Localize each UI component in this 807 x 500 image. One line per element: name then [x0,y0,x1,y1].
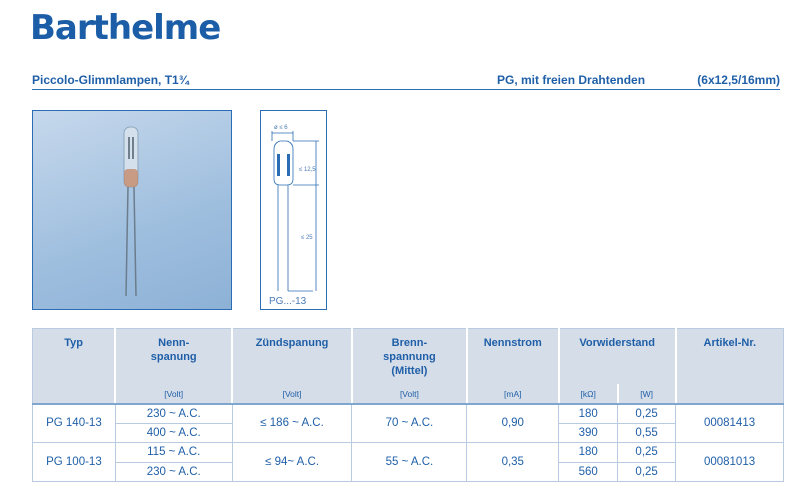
dimension-drawing: ø ≤ 6 ≤ 12,5 ≤ 25 PG...-13 [260,110,327,310]
cell-typ: PG 140-13 [32,403,116,443]
cell-brennspannung: 70 ~ A.C. [351,403,468,443]
product-family-title: Piccolo-Glimmlampen, T1¾ [32,73,189,87]
glow-lamp-image [123,126,139,297]
unit-volt: [Volt] [231,383,352,405]
header-typ: Typ [32,328,116,405]
drawing-type-label: PG...-13 [269,296,307,307]
cell-zuendspanung: ≤ 94~ A.C. [231,442,353,482]
cell-nennspanung: 400 ~ A.C. [114,422,233,443]
unit-kohm: [kΩ] [557,383,618,405]
lamp-drawing-icon: ø ≤ 6 ≤ 12,5 ≤ 25 PG...-13 [269,125,319,307]
cell-watt: 0,25 [617,461,677,482]
cell-kohm: 560 [558,461,619,482]
cell-watt: 0,25 [617,442,677,463]
header-brennspannung: Brenn- spannung (Mittel) [350,328,467,384]
cell-nennspanung: 230 ~ A.C. [114,461,233,482]
cell-artikel-nr: 00081413 [675,403,784,443]
unit-volt: [Volt] [350,383,467,405]
cell-kohm: 180 [558,403,619,424]
header-vorwiderstand: Vorwiderstand [557,328,676,384]
header-nennspanung: Nenn- spanung [114,328,233,384]
cell-nennstrom: 0,90 [466,403,560,443]
cell-artikel-nr: 00081013 [675,442,784,482]
header-nennstrom: Nennstrom [465,328,559,384]
cell-nennspanung: 115 ~ A.C. [114,442,233,463]
cell-brennspannung: 55 ~ A.C. [351,442,468,482]
height-label: ≤ 12,5 [299,167,316,173]
product-photo [32,110,232,310]
unit-ma: [mA] [465,383,559,405]
barthelme-logo: Barthelme [30,8,221,48]
unit-volt: [Volt] [114,383,233,405]
cell-watt: 0,55 [617,422,677,443]
diameter-label: ø ≤ 6 [274,125,288,131]
cell-nennstrom: 0,35 [466,442,560,482]
lead-length-label: ≤ 25 [301,235,313,241]
table-row: 230 ~ A.C. 560 0,25 [33,461,784,482]
header-zuendspanung: Zündspanung [231,328,352,384]
unit-watt: [W] [616,383,676,405]
specs-table: Typ Nenn- spanung Zündspanung Brenn- spa… [32,328,784,482]
cell-nennspanung: 230 ~ A.C. [114,403,233,424]
cell-kohm: 180 [558,442,619,463]
header-artikel-nr: Artikel-Nr. [674,328,784,405]
cell-zuendspanung: ≤ 186 ~ A.C. [231,403,353,443]
table-row: PG 100-13 115 ~ A.C. ≤ 94~ A.C. 55 ~ A.C… [32,442,784,482]
cell-typ: PG 100-13 [32,442,116,482]
section-header: Piccolo-Glimmlampen, T1¾ PG, mit freien … [32,72,780,90]
cell-kohm: 390 [558,422,619,443]
table-row: PG 140-13 230 ~ A.C. ≤ 186 ~ A.C. 70 ~ A… [32,403,784,443]
product-subtitle: PG, mit freien Drahtenden [497,73,646,87]
cell-watt: 0,25 [617,403,677,424]
dimensions-label: (6x12,5/16mm) [697,73,780,87]
